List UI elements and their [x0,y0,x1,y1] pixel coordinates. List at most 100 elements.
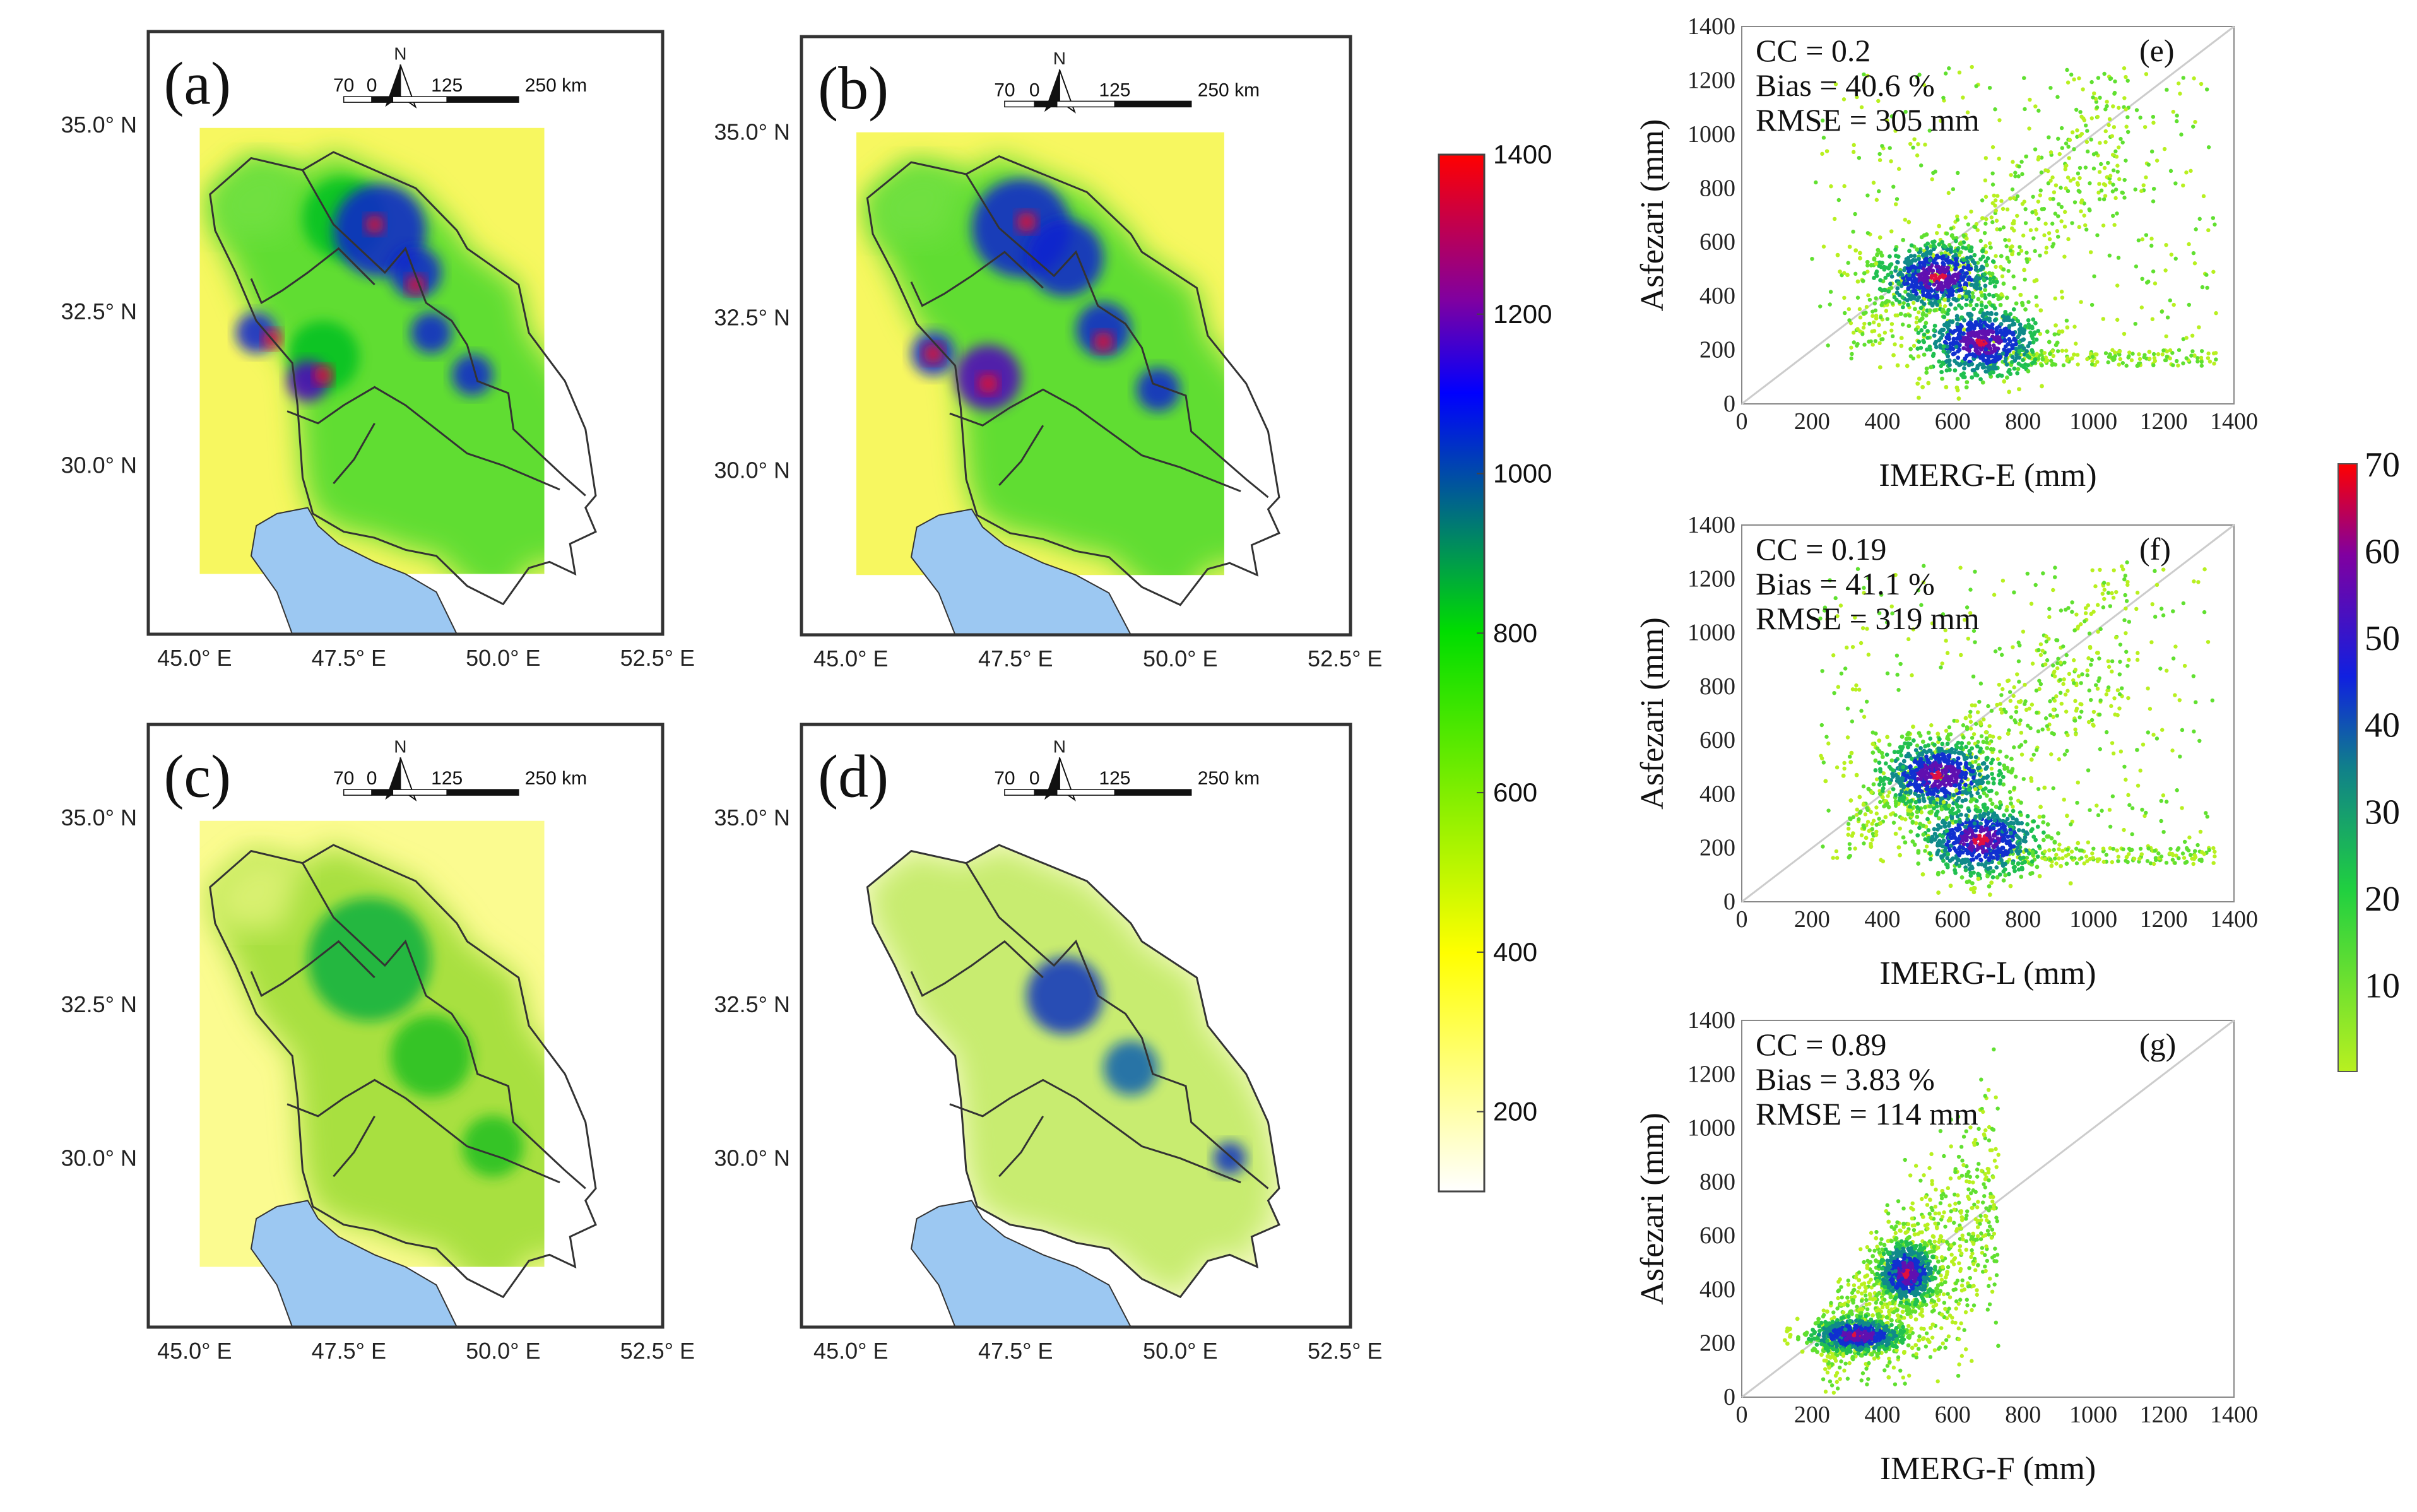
scatter-point [1976,297,1981,302]
scatter-point [1862,1260,1866,1265]
scatter-point [2059,186,2063,190]
scatter-point [2198,829,2203,834]
scatter-point [2130,832,2134,837]
scatter-point [1999,707,2003,712]
scatter-point [1946,293,1951,298]
scatter-point [2079,200,2084,204]
scatter-point [1988,1277,1992,1281]
scatter-point [1990,220,1995,225]
scatter-point [1905,298,1910,303]
north-label: N [1053,736,1066,756]
scatter-point [1938,343,1943,348]
scatter-point [1977,322,1981,328]
scatter-point [2004,295,2009,300]
scatter-point [2002,763,2007,768]
scatter-point [2060,146,2064,150]
scatter-point [2075,180,2080,186]
y-tick-label: 1400 [1687,13,1735,40]
scatter-point [2211,216,2216,220]
scatter-point [2036,155,2041,160]
scatter-point [1970,282,1974,287]
scatter-point [1930,621,1935,626]
scatter-point [2163,358,2168,363]
scatter-point [2083,619,2087,623]
scatter-point [1968,719,1973,724]
scatter-point [2047,848,2052,853]
scatter-point [1911,257,1916,263]
scatter-point [2043,221,2048,226]
scatter-point [1972,838,1977,843]
scatter-point [1922,780,1927,785]
basin-boundary [866,844,1280,1299]
scatter-point [1869,263,1874,268]
scatter-point [1975,1205,1980,1210]
scatter-point [1896,281,1901,286]
scatter-point [1935,1221,1941,1226]
scatter-point [1826,741,1831,746]
scatter-point [2151,351,2156,357]
scatter-point [1998,778,2003,783]
scatter-point [2030,702,2035,707]
scatter-point [1845,645,1849,650]
scatter-point [1951,769,1956,774]
scatter-point [1924,313,1929,318]
scatter-point [1871,320,1876,325]
scatter-point [1964,1239,1969,1244]
scatter-point [1942,853,1947,857]
scatter-point [1890,301,1894,305]
scatter-point [1975,1167,1980,1172]
scatter-point [2072,77,2076,82]
scatter-point [2102,588,2107,592]
scatter-point [1913,821,1918,825]
scatter-point [2180,851,2185,856]
scatter-point [2116,859,2120,863]
scatter-point [1922,287,1927,292]
scatter-point [2165,349,2170,354]
scatter-point [2047,637,2051,641]
scatter-point [1985,838,1990,843]
scatter-point [1946,350,1951,355]
cc-stat: CC = 0.2 [1756,33,1870,68]
scatter-point [2065,813,2069,818]
scatter-point [2084,227,2089,232]
x-tick-label: 1400 [2210,906,2258,933]
scatter-point [1970,64,1974,69]
scatter-point [1973,372,1978,377]
scatter-point [1924,1195,1928,1199]
scatter-point [2003,819,2008,824]
scatter-point [1853,248,1859,253]
scatter-point [2084,139,2089,145]
scatter-point [1992,845,1997,849]
colorbar-tick-label: 1200 [1493,299,1552,329]
scatter-point [1997,761,2002,766]
scatter-point [2001,267,2006,272]
scatter-point [1922,332,1927,337]
scatter-point [2106,160,2110,165]
scatter-point [1928,851,1932,856]
scatter-point [2115,713,2120,718]
scatter-point [1874,832,1879,837]
scatter-point [2007,259,2011,264]
scatter-point [2175,114,2179,118]
scatter-point [2050,349,2055,353]
scatter-point [1958,1237,1963,1241]
scatter-point [2095,105,2100,110]
scatter-point [1935,293,1939,298]
scatter-point [2052,848,2056,852]
longitude-tick-label: 47.5° E [312,1338,386,1364]
scatter-point [1988,798,1993,802]
scatter-point [1992,348,1997,353]
scatter-point [1964,236,1969,241]
scatter-point [1878,769,1883,774]
scatter-point [1923,257,1927,262]
scatter-point [1894,254,1898,258]
scatter-point [1859,833,1864,837]
longitude-tick-label: 45.0° E [813,1338,888,1364]
scatter-point [1911,272,1916,277]
scatter-point [2132,856,2137,861]
scatter-point [1937,242,1942,247]
scatter-point [2133,187,2137,192]
scatter-point [1938,329,1943,334]
scatter-point [1952,279,1957,284]
scatter-point [2111,846,2115,851]
